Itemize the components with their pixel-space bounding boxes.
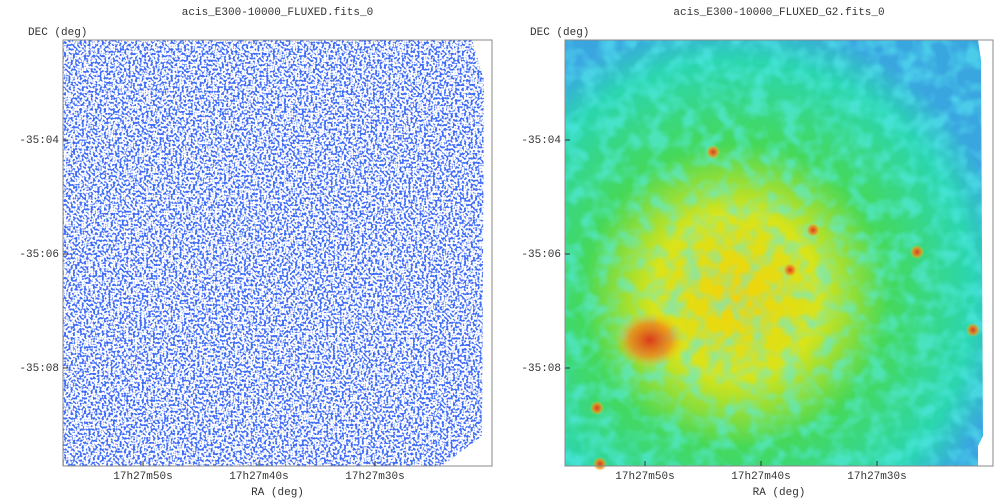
x-axis-label: RA (deg) bbox=[251, 487, 304, 499]
point-source bbox=[966, 323, 980, 337]
y-axis-label: DEC (deg) bbox=[28, 27, 87, 39]
image-edge bbox=[978, 40, 993, 466]
y-tick-label: -35:06 bbox=[19, 249, 59, 261]
y-axis-label: DEC (deg) bbox=[530, 27, 589, 39]
axes-frame bbox=[62, 39, 493, 467]
point-source bbox=[910, 245, 924, 259]
image-edge bbox=[442, 40, 492, 466]
panel-title: acis_E300-10000_FLUXED_G2.fits_0 bbox=[673, 7, 884, 19]
x-tick-label: 17h27m40s bbox=[731, 471, 790, 483]
y-tick-label: -35:06 bbox=[521, 249, 561, 261]
point-source bbox=[593, 457, 607, 471]
x-tick-label: 17h27m30s bbox=[847, 471, 906, 483]
x-tick-label: 17h27m50s bbox=[615, 471, 674, 483]
y-tick-label: -35:04 bbox=[19, 135, 59, 147]
panel: acis_E300-10000_FLUXED.fits_0 DEC (deg) RA… bbox=[19, 7, 493, 499]
point-source bbox=[706, 145, 720, 159]
panels: acis_E300-10000_FLUXED.fits_0 DEC (deg) RA… bbox=[19, 7, 994, 499]
image-counts bbox=[63, 40, 484, 466]
x-tick-label: 17h27m50s bbox=[113, 471, 172, 483]
x-axis-label: RA (deg) bbox=[753, 487, 806, 499]
point-source bbox=[783, 263, 797, 277]
panel: acis_E300-10000_FLUXED_G2.fits_0 DEC (deg… bbox=[521, 7, 994, 499]
x-tick-label: 17h27m30s bbox=[345, 471, 404, 483]
panel-title: acis_E300-10000_FLUXED.fits_0 bbox=[182, 7, 373, 19]
y-tick-label: -35:08 bbox=[521, 363, 561, 375]
axes-frame bbox=[564, 39, 994, 467]
y-tick-label: -35:08 bbox=[19, 363, 59, 375]
point-source bbox=[806, 223, 820, 237]
image-texture bbox=[565, 40, 993, 466]
point-source bbox=[590, 401, 604, 415]
bright-region bbox=[615, 312, 685, 368]
y-tick-label: -35:04 bbox=[521, 135, 561, 147]
x-tick-label: 17h27m40s bbox=[229, 471, 288, 483]
